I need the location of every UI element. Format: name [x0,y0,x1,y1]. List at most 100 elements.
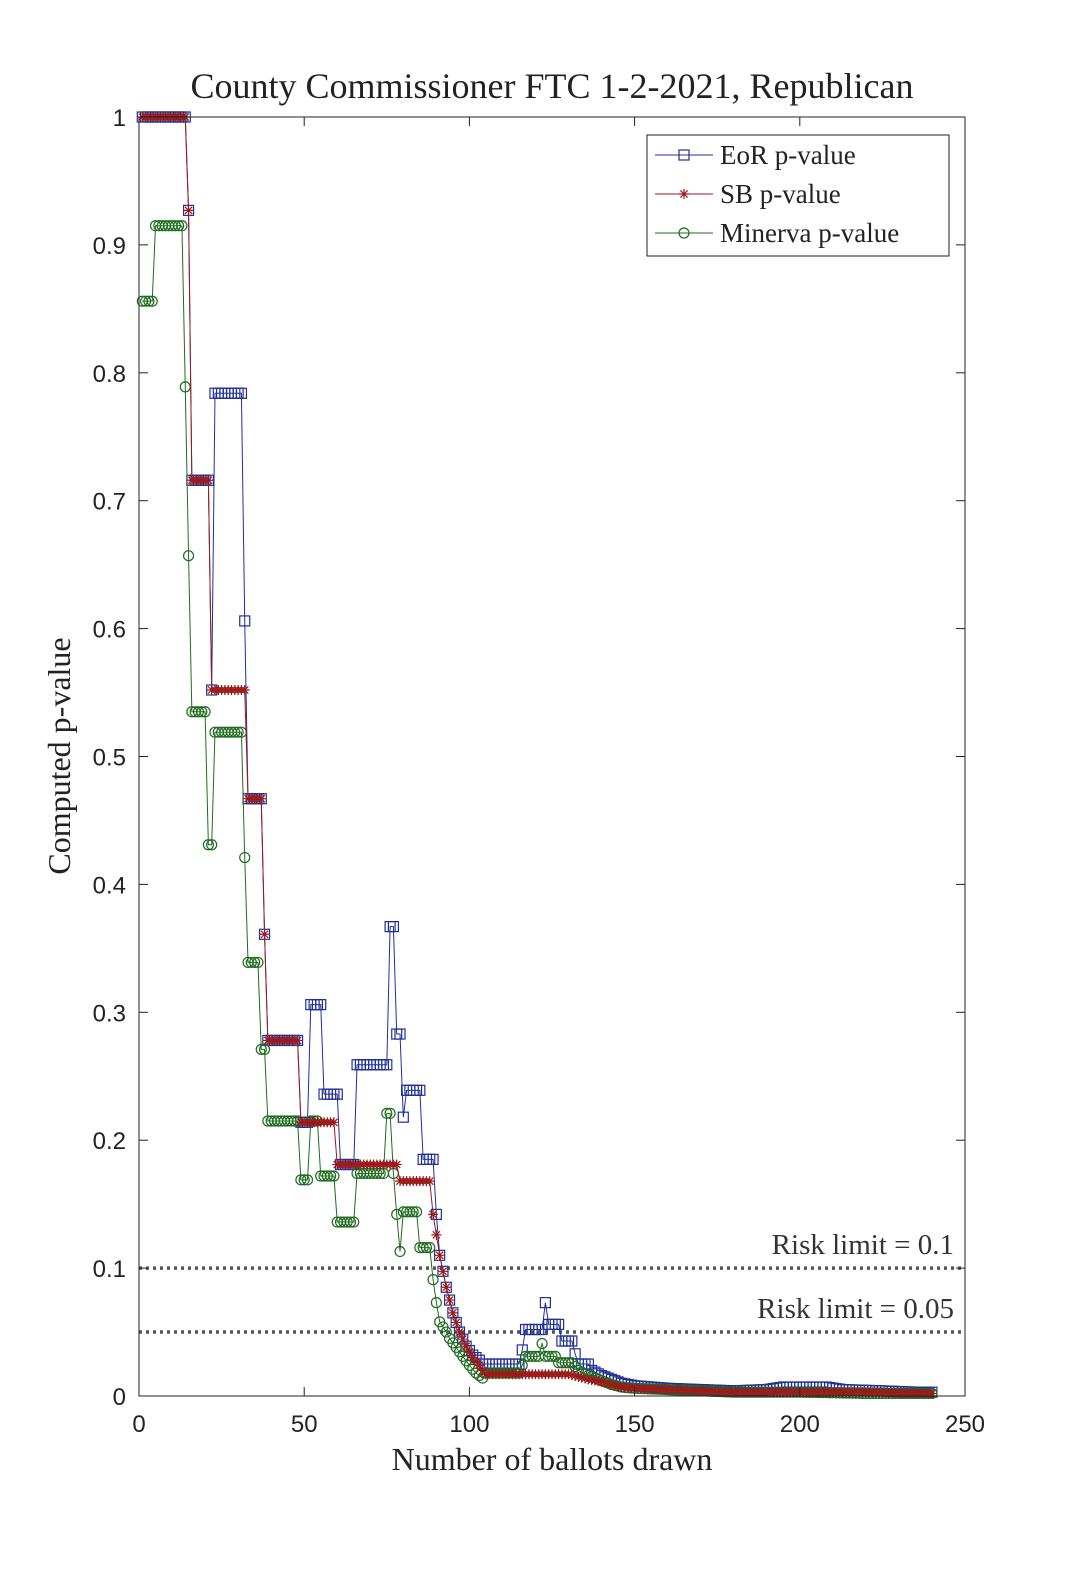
data-point-circle-3 [146,295,158,307]
y-tick-label-10: 1 [113,105,126,132]
data-point-circle-130 [566,1357,578,1369]
data-point-circle-19 [199,706,211,718]
data-point-asterisk-129 [563,1369,574,1380]
data-point-circle-83 [410,1206,423,1218]
series-layer [136,111,938,1400]
data-point-circle-129 [562,1357,575,1369]
data-point-circle-124 [546,1350,558,1362]
x-tick-label-2: 100 [449,1411,489,1438]
data-point-circle-56 [321,1170,333,1182]
data-point-asterisk-135 [583,1374,594,1385]
data-point-circle-128 [559,1357,571,1369]
y-axis-label: Computed p-value [41,637,77,874]
legend-entry-1: SB p-value [720,179,841,209]
data-point-square-31 [239,615,251,627]
data-point-circle-92 [440,1326,452,1338]
data-point-asterisk-14 [183,205,194,216]
data-point-circle-57 [325,1170,337,1182]
data-point-asterisk-140 [599,1377,610,1388]
x-tick-label-4: 200 [780,1411,820,1438]
x-tick-label-5: 250 [945,1411,985,1438]
data-point-square-30 [235,387,248,399]
data-point-circle-21 [206,839,218,851]
data-point-asterisk-36 [256,793,267,804]
data-point-asterisk-142 [606,1379,617,1390]
data-point-circle-45 [285,1115,297,1127]
data-point-circle-12 [176,220,188,232]
data-point-asterisk-58 [328,1117,339,1128]
x-axis-label: Number of ballots drawn [392,1441,713,1477]
annotation-layer: Risk limit = 0.1 Risk limit = 0.05 [757,1229,954,1325]
data-point-asterisk-134 [580,1373,591,1384]
data-point-circle-89 [430,1297,442,1309]
data-point-circle-20 [202,839,214,851]
data-point-circle-63 [344,1216,357,1228]
data-point-asterisk-91 [437,1266,448,1277]
data-point-square-126 [553,1318,565,1330]
axes-layer: 0 50 100 150 200 250 0 0.1 0.2 0.3 0.4 0.5 0.6 0.7 0.8… [93,105,985,1438]
data-point-circle-88 [427,1274,439,1286]
data-point-asterisk-130 [566,1370,577,1381]
y-tick-label-7: 0.7 [93,489,126,516]
data-point-circle-87 [424,1242,436,1254]
y-tick-label-9: 0.9 [93,233,126,260]
data-point-asterisk-93 [444,1295,455,1306]
data-point-square-76 [387,921,400,933]
data-point-asterisk-90 [434,1250,445,1261]
data-point-circle-11 [173,220,185,232]
y-tick-label-4: 0.4 [93,872,126,899]
data-point-circle-1 [140,295,152,307]
data-point-asterisk-98 [461,1341,472,1352]
data-point-asterisk-94 [447,1307,458,1318]
data-point-square-84 [414,1084,426,1096]
risk-limit-lines [139,1266,965,1334]
data-point-asterisk-37 [259,929,270,940]
data-point-circle-29 [232,726,244,738]
plot-area [139,117,965,1396]
data-point-asterisk-88 [428,1209,439,1220]
data-point-square-122 [539,1297,551,1309]
data-point-asterisk-132 [573,1371,584,1382]
chart-title: County Commissioner FTC 1-2-2021, Republ… [191,66,914,106]
data-point-square-74 [381,1059,393,1071]
y-tick-label-6: 0.6 [93,617,126,644]
data-point-circle-58 [328,1170,340,1182]
y-tick-label-8: 0.8 [93,361,126,388]
data-point-circle-64 [348,1216,360,1228]
data-point-asterisk-87 [424,1176,435,1187]
y-tick-label-0: 0 [113,1384,126,1411]
y-tick-label-3: 0.3 [93,1000,126,1027]
data-point-square-78 [394,1028,406,1040]
data-point-asterisk-102 [474,1360,485,1371]
data-point-asterisk-47 [292,1035,303,1046]
data-point-circle-17 [192,706,205,718]
legend-marker-2 [678,227,690,239]
data-point-circle-28 [229,726,241,738]
data-point-circle-82 [407,1206,419,1218]
legend-marker-1 [679,189,689,199]
data-point-circle-49 [298,1174,310,1186]
data-point-asterisk-139 [596,1376,607,1387]
risk-limit-label-0: Risk limit = 0.1 [772,1229,954,1261]
x-tick-label-0: 0 [132,1411,145,1438]
data-point-circle-36 [255,1043,267,1055]
data-point-asterisk-95 [451,1317,462,1328]
data-point-asterisk-96 [454,1327,465,1338]
y-tick-label-2: 0.2 [93,1128,126,1155]
data-point-circle-48 [295,1174,307,1186]
data-point-circle-123 [543,1350,555,1362]
data-point-circle-14 [182,550,195,562]
data-point-circle-78 [394,1245,406,1258]
data-point-asterisk-92 [441,1282,452,1293]
data-point-asterisk-20 [203,475,214,486]
data-point-circle-85 [417,1242,429,1254]
data-point-square-54 [315,999,327,1011]
data-point-square-79 [397,1111,409,1123]
data-point-circle-86 [420,1242,433,1254]
data-point-circle-37 [258,1043,271,1055]
data-point-circle-10 [169,220,181,232]
data-point-circle-18 [196,706,208,718]
data-point-circle-81 [404,1206,416,1218]
legend: EoR p-value SB p-value Minerva p-value [646,134,950,257]
